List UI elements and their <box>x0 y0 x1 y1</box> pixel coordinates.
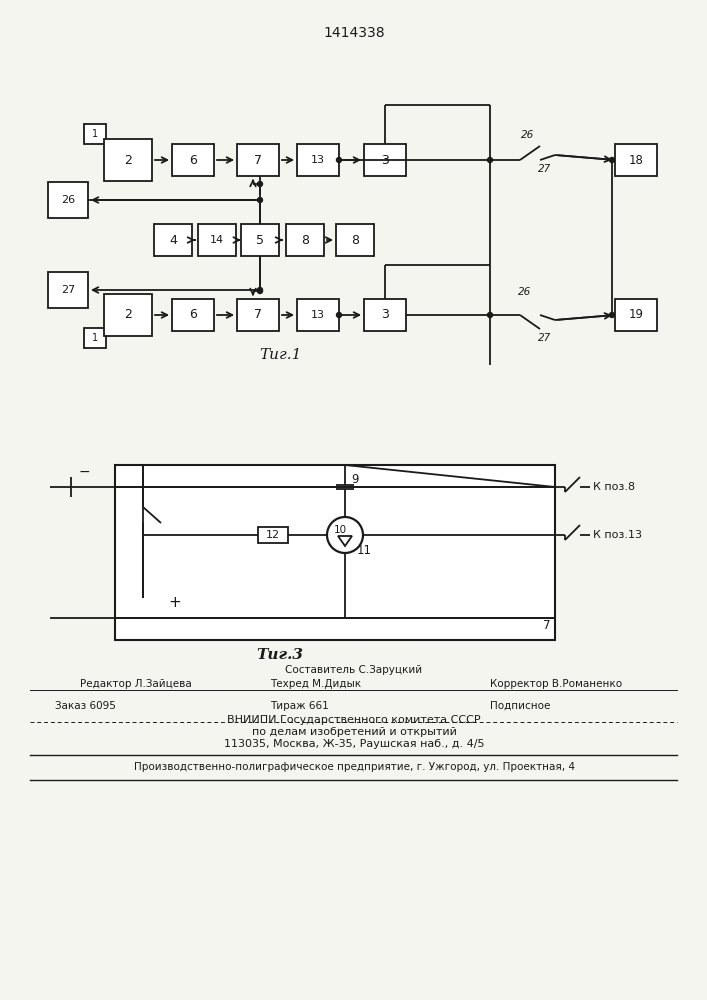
Text: Производственно-полиграфическое предприятие, г. Ужгород, ул. Проектная, 4: Производственно-полиграфическое предприя… <box>134 762 575 772</box>
Text: по делам изобретений и открытий: по делам изобретений и открытий <box>252 727 457 737</box>
Bar <box>615 299 657 331</box>
Text: 9: 9 <box>351 473 358 486</box>
Text: ВНИИПИ Государственного комитета СССР: ВНИИПИ Государственного комитета СССР <box>227 715 481 725</box>
Text: 3: 3 <box>381 153 389 166</box>
Text: Подписное: Подписное <box>490 701 550 711</box>
Text: 1414338: 1414338 <box>323 26 385 40</box>
Circle shape <box>337 312 341 318</box>
Bar <box>104 139 152 181</box>
Text: 27: 27 <box>61 285 75 295</box>
Circle shape <box>609 312 614 318</box>
Text: 13: 13 <box>311 310 325 320</box>
Bar <box>297 144 339 176</box>
Text: 10: 10 <box>334 525 346 535</box>
Text: 14: 14 <box>210 235 224 245</box>
Text: 7: 7 <box>542 619 550 632</box>
Text: 11: 11 <box>357 544 372 558</box>
Text: 1: 1 <box>92 333 98 343</box>
Text: Тираж 661: Тираж 661 <box>270 701 329 711</box>
Text: Редактор Л.Зайцева: Редактор Л.Зайцева <box>80 679 192 689</box>
Text: 7: 7 <box>254 308 262 322</box>
Bar <box>115 465 555 640</box>
Polygon shape <box>338 536 352 546</box>
Text: 19: 19 <box>629 308 643 322</box>
Circle shape <box>337 157 341 162</box>
Text: Корректор В.Романенко: Корректор В.Романенко <box>490 679 622 689</box>
Text: 3: 3 <box>381 308 389 322</box>
Bar <box>104 294 152 336</box>
Circle shape <box>257 182 262 186</box>
Text: Составитель С.Заруцкий: Составитель С.Заруцкий <box>286 665 423 675</box>
Circle shape <box>609 157 614 162</box>
Bar <box>286 224 324 256</box>
Text: 1: 1 <box>92 129 98 139</box>
Text: К поз.8: К поз.8 <box>593 482 635 492</box>
Text: 5: 5 <box>256 233 264 246</box>
Text: 18: 18 <box>629 153 643 166</box>
Bar <box>84 328 106 348</box>
Bar <box>615 144 657 176</box>
Bar <box>172 144 214 176</box>
Bar <box>48 272 88 308</box>
Circle shape <box>488 157 493 162</box>
Bar <box>237 299 279 331</box>
Bar <box>364 299 406 331</box>
Bar <box>258 527 288 543</box>
Bar <box>48 182 88 218</box>
Text: 26: 26 <box>61 195 75 205</box>
Circle shape <box>257 198 262 202</box>
Text: +: + <box>169 595 182 610</box>
Bar <box>336 224 374 256</box>
Circle shape <box>327 517 363 553</box>
Text: 27: 27 <box>538 164 551 174</box>
Bar <box>84 124 106 144</box>
Bar <box>154 224 192 256</box>
Text: 2: 2 <box>124 153 132 166</box>
Circle shape <box>488 312 493 318</box>
Text: 26: 26 <box>521 130 534 140</box>
Text: −: − <box>78 465 90 479</box>
Bar <box>172 299 214 331</box>
Bar <box>237 144 279 176</box>
Text: 113035, Москва, Ж-35, Раушская наб., д. 4/5: 113035, Москва, Ж-35, Раушская наб., д. … <box>223 739 484 749</box>
Text: 8: 8 <box>301 233 309 246</box>
Text: 27: 27 <box>538 333 551 343</box>
Text: К поз.13: К поз.13 <box>593 530 642 540</box>
Text: Техред М.Дидык: Техред М.Дидык <box>270 679 361 689</box>
Text: 8: 8 <box>351 233 359 246</box>
Text: 2: 2 <box>124 308 132 322</box>
Text: Заказ 6095: Заказ 6095 <box>55 701 116 711</box>
Bar <box>297 299 339 331</box>
Circle shape <box>257 288 262 292</box>
Circle shape <box>257 288 262 294</box>
Text: 4: 4 <box>169 233 177 246</box>
Text: 12: 12 <box>266 530 280 540</box>
Bar <box>241 224 279 256</box>
Text: 13: 13 <box>311 155 325 165</box>
Text: 26: 26 <box>518 287 532 297</box>
Bar <box>198 224 236 256</box>
Text: 6: 6 <box>189 153 197 166</box>
Text: Τиг.3: Τиг.3 <box>257 648 303 662</box>
Text: 6: 6 <box>189 308 197 322</box>
Text: Τиг.1: Τиг.1 <box>259 348 301 362</box>
Bar <box>364 144 406 176</box>
Text: 7: 7 <box>254 153 262 166</box>
